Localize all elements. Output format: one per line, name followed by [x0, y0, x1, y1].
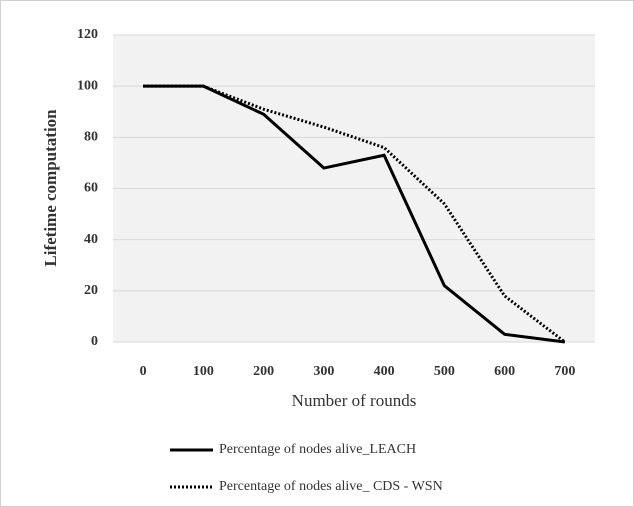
y-tick-label: 80 [84, 130, 98, 145]
x-tick-label: 100 [193, 364, 214, 379]
y-tick-label: 40 [84, 232, 98, 247]
x-tick-label: 300 [313, 364, 334, 379]
x-tick-label: 400 [374, 364, 395, 379]
x-tick-label: 200 [253, 364, 274, 379]
x-tick-label: 500 [434, 364, 455, 379]
y-tick-label: 100 [77, 78, 98, 93]
x-tick-label: 700 [554, 364, 575, 379]
legend-label: Percentage of nodes alive_ CDS - WSN [219, 479, 443, 494]
x-tick-label: 600 [494, 364, 515, 379]
data-line [143, 84, 566, 344]
y-tick-label: 20 [84, 283, 98, 298]
x-axis-title: Number of rounds [292, 391, 417, 410]
legend-label: Percentage of nodes alive_LEACH [219, 442, 416, 457]
x-tick-label: 0 [140, 364, 147, 379]
y-tick-label: 60 [84, 181, 98, 196]
y-tick-label: 120 [77, 27, 98, 42]
data-line [143, 84, 566, 344]
y-axis-title: Lifetime computation [41, 109, 60, 267]
y-tick-label: 0 [91, 334, 98, 349]
